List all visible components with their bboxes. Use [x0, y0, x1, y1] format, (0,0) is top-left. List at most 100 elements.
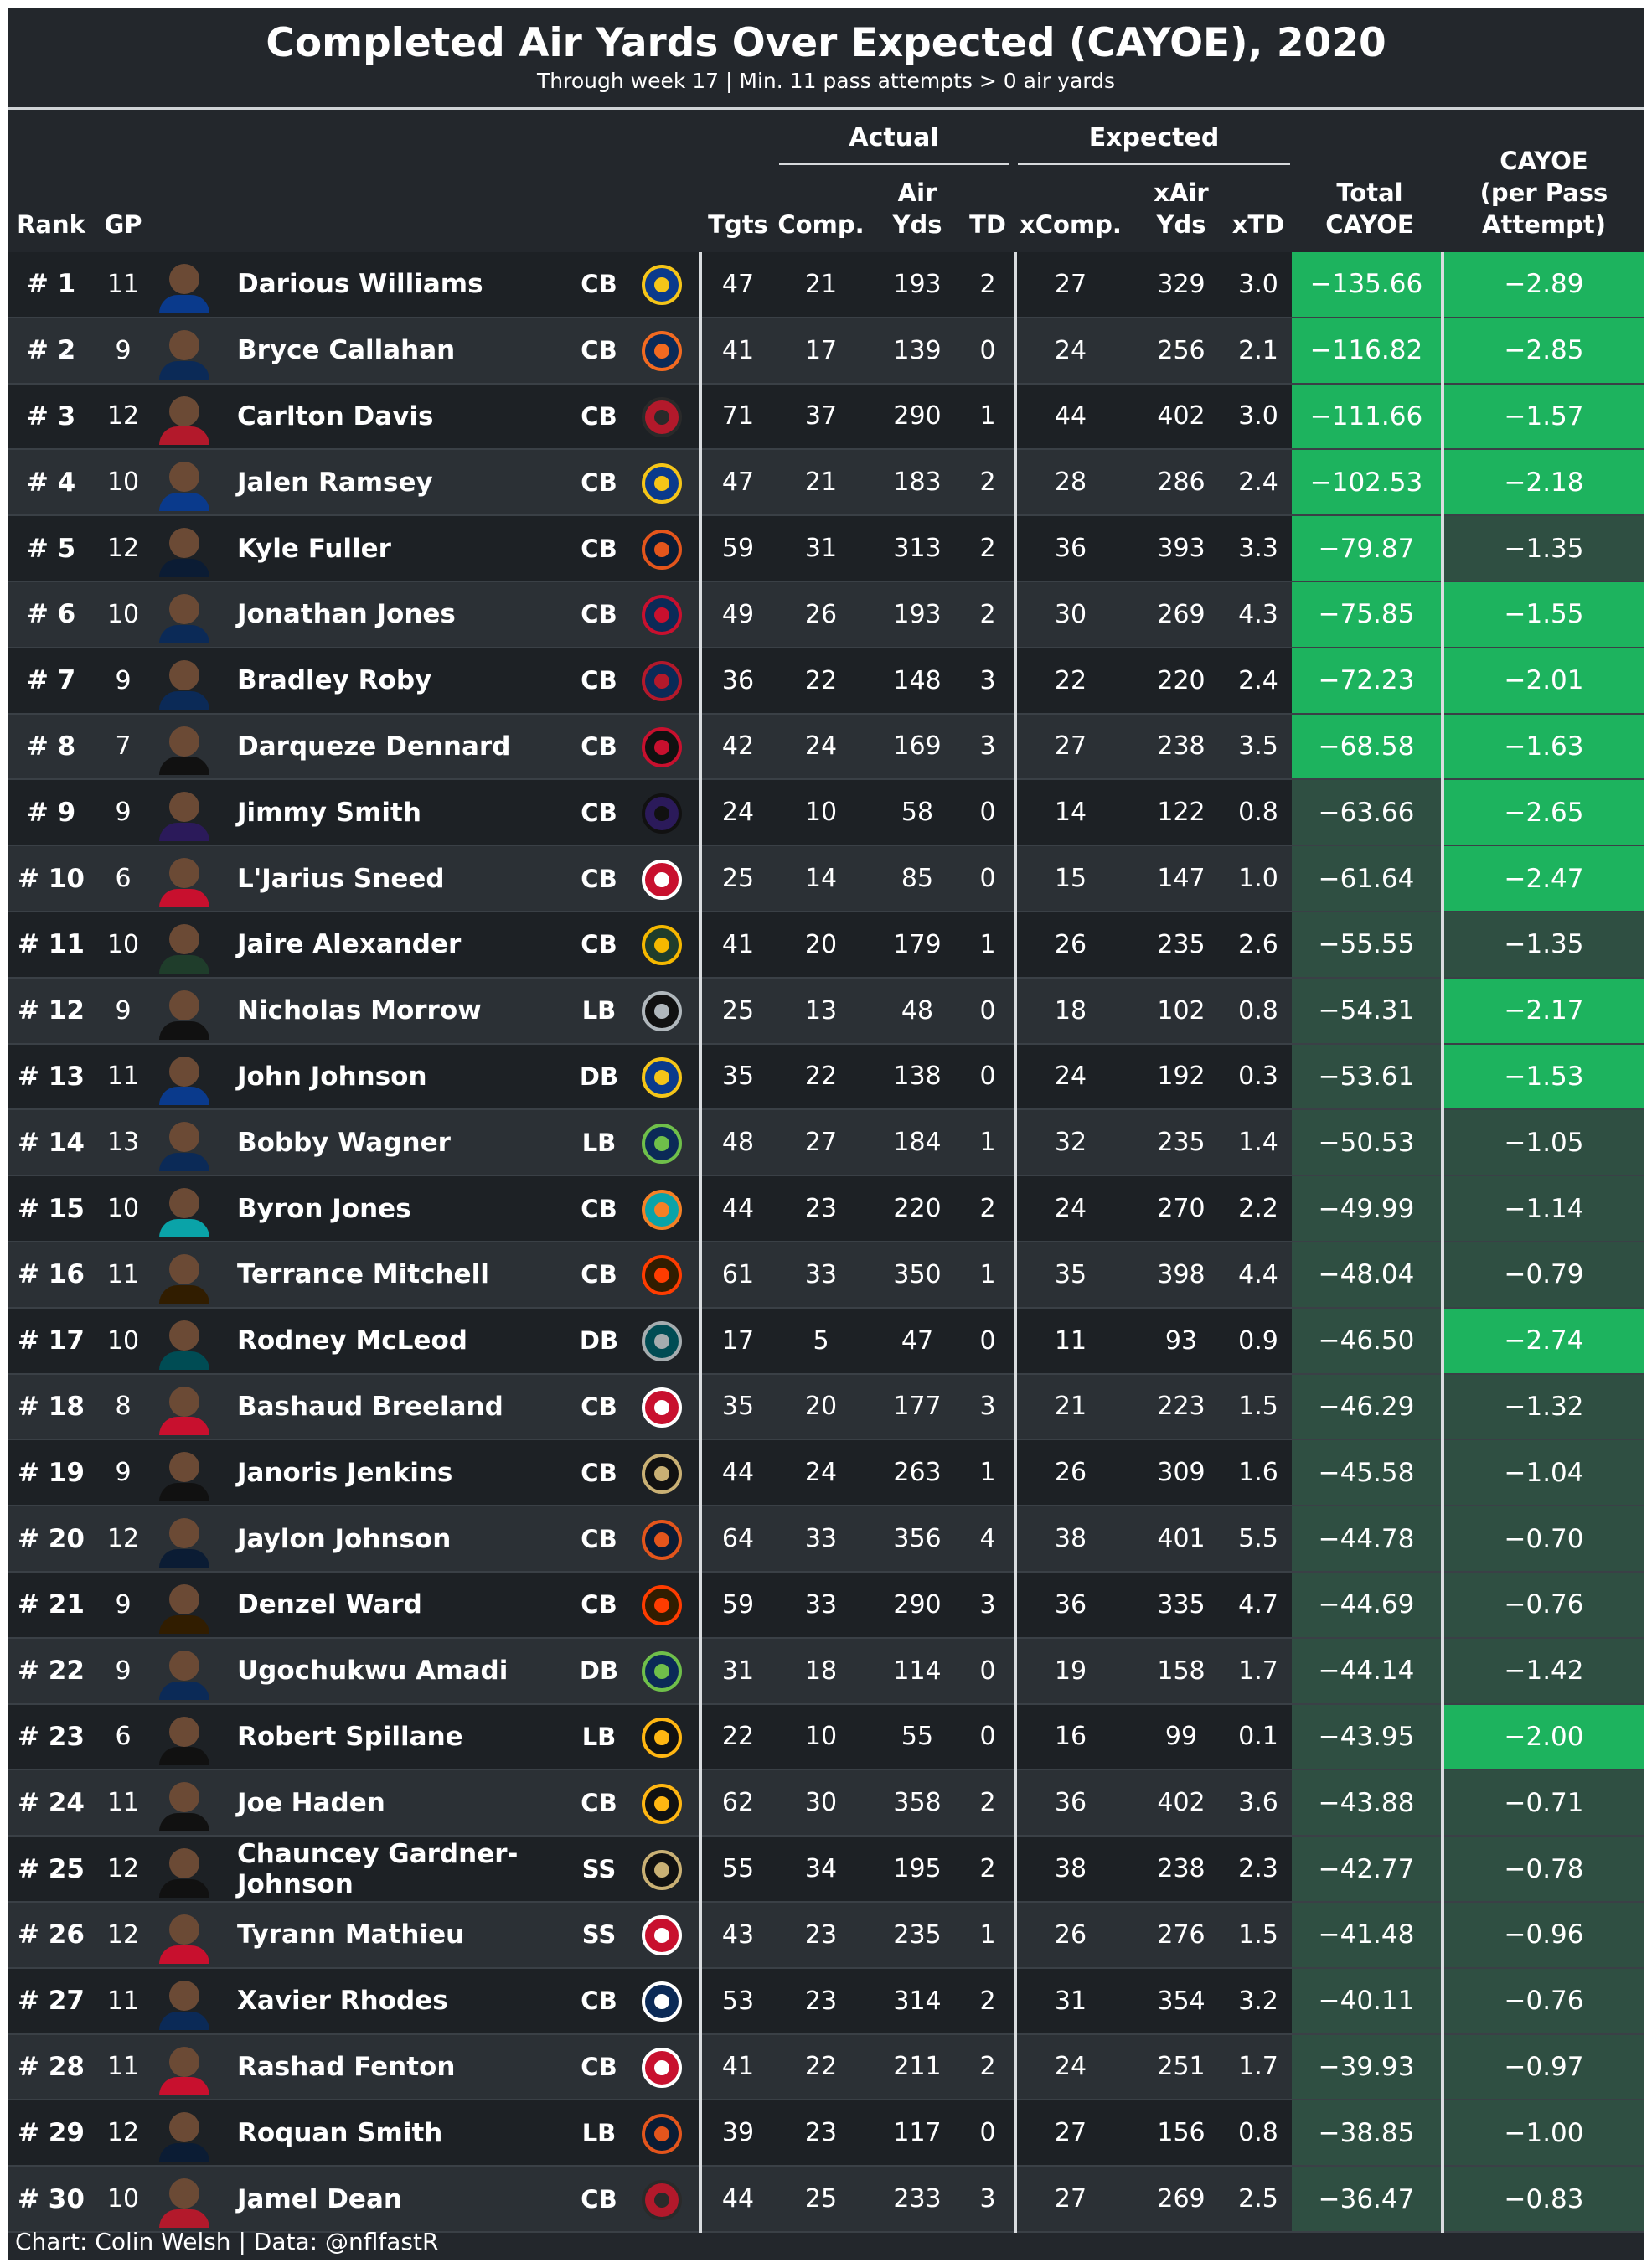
cayoe-per-pass-cell: −0.78	[1444, 1837, 1644, 1901]
total-cayoe-cell: −54.31	[1292, 978, 1441, 1043]
targets-cell: 25	[721, 864, 755, 894]
table-row: # 21 9 Denzel Ward CB 59 33 290 3 36 335 4.7 −44.69…	[8, 1573, 1644, 1639]
completions-cell: 34	[804, 1854, 838, 1884]
targets-cell: 61	[721, 1259, 755, 1289]
air-yards-cell: 139	[893, 335, 942, 365]
touchdowns-cell: 1	[979, 1919, 996, 1950]
expected-completions-cell: 36	[1054, 1589, 1087, 1620]
player-headshot	[151, 257, 218, 313]
expected-touchdowns-cell: 3.3	[1238, 534, 1278, 564]
player-headshot	[151, 654, 218, 710]
headshot-jersey	[159, 1153, 209, 1172]
pirate-flag-icon	[639, 2178, 684, 2223]
player-headshot	[151, 1248, 218, 1304]
expected-air-yards-cell: 286	[1157, 468, 1205, 498]
games-played-cell: 12	[106, 401, 140, 431]
expected-touchdowns-cell: 0.3	[1238, 1062, 1278, 1092]
total-cayoe-cell: −39.93	[1292, 2034, 1441, 2100]
total-cayoe-cell: −43.95	[1292, 1704, 1441, 1769]
player-name-cell: Chauncey Gardner-Johnson	[237, 1838, 519, 1899]
cayoe-per-pass-cell: −1.42	[1444, 1638, 1644, 1703]
position-cell: CB	[581, 666, 617, 695]
header-xair-yds: xAir Yds	[1154, 178, 1209, 239]
total-cayoe-cell: −44.78	[1292, 1506, 1441, 1571]
table-row: # 17 10 Rodney McLeod DB 17 5 47 0 11 93 0.9 −46.50…	[8, 1308, 1644, 1375]
expected-air-yards-cell: 402	[1157, 401, 1205, 431]
games-played-cell: 10	[106, 599, 140, 629]
table-row: # 28 11 Rashad Fenton CB 41 22 211 2 24 251 1.7 −39…	[8, 2034, 1644, 2101]
games-played-cell: 7	[115, 731, 132, 762]
total-cayoe-cell: −44.69	[1292, 1573, 1441, 1637]
player-name-cell: Denzel Ward	[237, 1589, 422, 1620]
touchdowns-cell: 3	[979, 731, 996, 762]
expected-air-yards-cell: 122	[1157, 798, 1205, 828]
targets-cell: 42	[721, 731, 755, 762]
expected-air-yards-cell: 220	[1157, 665, 1205, 695]
completions-cell: 33	[804, 1524, 838, 1554]
position-cell: CB	[581, 864, 617, 893]
position-cell: CB	[581, 1392, 617, 1421]
raven-head-icon	[639, 791, 684, 836]
expected-touchdowns-cell: 1.0	[1238, 864, 1278, 894]
expected-completions-cell: 24	[1054, 1062, 1087, 1092]
position-cell: SS	[581, 1854, 617, 1883]
targets-cell: 24	[721, 798, 755, 828]
headshot-face	[169, 924, 199, 954]
cayoe-per-pass-cell: −2.17	[1444, 978, 1644, 1043]
position-cell: CB	[581, 1260, 617, 1289]
targets-cell: 17	[721, 1325, 755, 1356]
total-cayoe-cell: −111.66	[1292, 384, 1441, 449]
header-total-cayoe: Total CAYOE	[1325, 178, 1414, 239]
completions-cell: 22	[804, 1062, 838, 1092]
player-headshot	[151, 2172, 218, 2228]
position-cell: DB	[579, 1656, 619, 1686]
expected-completions-cell: 30	[1054, 599, 1087, 629]
targets-cell: 59	[721, 534, 755, 564]
total-cayoe-cell: −40.11	[1292, 1968, 1441, 2033]
rank-cell: # 4	[26, 467, 76, 498]
air-yards-cell: 235	[893, 1919, 942, 1950]
helmet-icon	[639, 1583, 684, 1628]
expected-air-yards-cell: 238	[1157, 731, 1205, 762]
air-yards-cell: 350	[893, 1259, 942, 1289]
seahawk-head-icon	[639, 1649, 684, 1694]
table-body: # 1 11 Darious Williams CB 47 21 193 2 27 329 3.0−…	[8, 252, 1644, 2233]
expected-air-yards-cell: 269	[1157, 2184, 1205, 2214]
cayoe-per-pass-cell: −1.35	[1444, 912, 1644, 977]
touchdowns-cell: 2	[979, 1854, 996, 1884]
games-played-cell: 6	[115, 1722, 132, 1752]
player-name-cell: Jalen Ramsey	[237, 467, 433, 498]
rank-cell: # 20	[18, 1523, 85, 1554]
headshot-face	[169, 792, 199, 823]
table-row: # 20 12 Jaylon Johnson CB 64 33 356 4 38 401 5.5 −4…	[8, 1506, 1644, 1573]
expected-touchdowns-cell: 0.1	[1238, 1722, 1278, 1752]
rank-cell: # 13	[18, 1061, 85, 1092]
rank-cell: # 27	[18, 1986, 85, 2017]
completions-cell: 24	[804, 731, 838, 762]
table-row: # 14 13 Bobby Wagner LB 48 27 184 1 32 235 1.4 −50.…	[8, 1110, 1644, 1177]
completions-cell: 21	[804, 269, 838, 299]
touchdowns-cell: 2	[979, 599, 996, 629]
cayoe-per-pass-cell: −0.97	[1444, 2034, 1644, 2100]
targets-cell: 31	[721, 1656, 755, 1686]
player-headshot	[151, 785, 218, 842]
total-cayoe-cell: −135.66	[1292, 252, 1441, 317]
headshot-jersey	[159, 1878, 209, 1898]
position-cell: LB	[581, 1722, 617, 1751]
cayoe-per-pass-cell: −0.70	[1444, 1506, 1644, 1571]
bears-c-icon	[639, 1517, 684, 1563]
rank-cell: # 17	[18, 1325, 85, 1356]
table-row: # 16 11 Terrance Mitchell CB 61 33 350 1 35 398 4.…	[8, 1242, 1644, 1309]
headshot-jersey	[159, 1087, 209, 1106]
player-name-cell: Byron Jones	[237, 1193, 411, 1224]
headshot-face	[169, 1980, 199, 2011]
expected-completions-cell: 28	[1054, 468, 1087, 498]
headshot-face	[169, 1386, 199, 1417]
expected-completions-cell: 26	[1054, 1458, 1087, 1488]
expected-touchdowns-cell: 0.8	[1238, 995, 1278, 1026]
expected-touchdowns-cell: 1.5	[1238, 1919, 1278, 1950]
player-name-cell: Bradley Roby	[237, 665, 432, 696]
header-xcomp: xComp.	[1020, 210, 1122, 239]
arrowhead-icon	[639, 857, 684, 902]
player-headshot	[151, 1445, 218, 1502]
